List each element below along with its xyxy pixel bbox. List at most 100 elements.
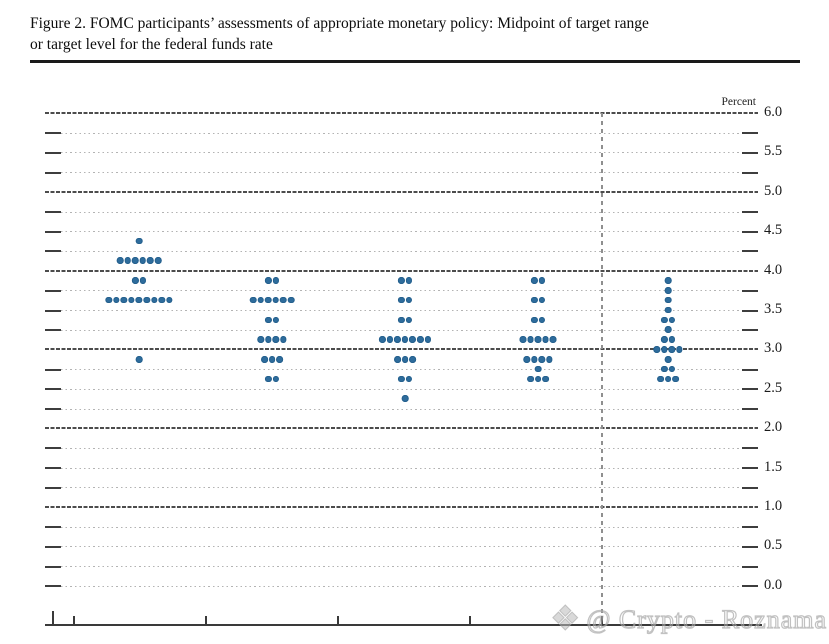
participant-dot [401,336,409,343]
dot-row [397,375,413,383]
dot-row [249,296,295,304]
dot-row [519,336,557,343]
y-tick-right [742,447,758,450]
y-tick-right [742,329,758,332]
participant-dot [264,296,272,304]
participant-dot [668,346,676,353]
participant-dot [264,316,272,324]
y-tick-left [45,565,61,568]
dot-row [657,375,679,383]
participant-dot [264,336,272,343]
gridline-minor [61,526,742,528]
y-axis-tick-label: 5.0 [764,182,783,199]
y-tick-left [45,309,61,312]
projection-divider-dashed-line [601,113,603,623]
participant-dot [131,277,139,284]
y-tick-left [45,585,61,588]
participant-dot [519,336,527,343]
participant-dot [538,355,546,363]
participant-dot [139,277,147,284]
gridline-minor [61,132,742,134]
gridline-minor [61,290,742,292]
participant-dot [653,346,660,353]
y-tick-right [742,565,758,568]
y-tick-right [742,545,758,548]
y-tick-left [45,526,61,529]
dot-row [530,316,546,324]
participant-dot [668,365,676,373]
participant-dot [397,316,405,324]
dot-row [664,355,672,363]
dot-row [397,296,413,304]
y-axis-tick-label: 5.5 [764,143,783,160]
y-axis-tick-label: 3.0 [764,340,783,357]
participant-dot [657,375,664,383]
dot-row [664,306,672,314]
participant-dot [276,355,283,363]
participant-dot [401,355,409,363]
figure-title: Figure 2. FOMC participants’ assessments… [30,13,802,55]
title-rule [30,60,800,63]
participant-dot [261,355,268,363]
participant-dot [523,355,530,363]
dot-row [397,277,413,284]
participant-dot [143,296,150,304]
y-tick-right [742,585,758,588]
gridline-minor [61,250,742,252]
y-tick-left [45,486,61,489]
participant-dot [660,336,668,343]
dot-row [105,296,173,304]
dot-row [264,316,280,324]
y-tick-left [45,230,61,233]
y-tick-right [742,151,758,154]
dot-row [660,316,676,324]
participant-dot [166,296,173,304]
y-tick-right [742,132,758,135]
x-axis-tick [52,611,54,624]
participant-dot [116,257,124,265]
participant-dot [394,336,401,343]
y-axis-tick-label: 3.5 [764,301,783,317]
dot-row [394,355,416,363]
gridline-minor [61,585,742,587]
participant-dot [538,316,546,324]
y-axis-tick-label: 1.5 [764,458,783,475]
dot-row [534,365,542,373]
participant-dot [542,336,549,343]
participant-dot [405,277,413,284]
participant-dot [527,375,534,383]
y-tick-right [742,171,758,174]
figure-title-line-1: Figure 2. FOMC participants’ assessments… [30,15,649,32]
participant-dot [147,257,154,265]
gridline-major [45,427,758,430]
participant-dot [672,375,679,383]
y-axis-tick-label: 0.5 [764,537,783,554]
participant-dot [664,296,672,304]
watermark: ❖ @ Crypto - Roznama [549,597,829,643]
dot-row [660,365,676,373]
y-tick-left [45,171,61,174]
participant-dot [664,375,672,383]
gridline-major [45,506,758,508]
y-tick-left [45,447,61,450]
y-axis-tick-label: 6.0 [764,104,783,120]
participant-dot [664,287,672,294]
participant-dot [272,277,280,284]
dot-row [378,336,432,343]
gridline-minor [61,310,742,311]
participant-dot [112,296,120,304]
gridline-minor [61,388,742,390]
participant-dot [264,277,272,284]
gridline-minor [61,566,742,568]
gridline-minor [61,487,742,489]
y-tick-right [742,486,758,489]
participant-dot [530,316,538,324]
participant-dot [534,336,542,343]
participant-dot [135,355,143,363]
participant-dot [158,296,166,304]
y-tick-left [45,388,61,391]
gridline-minor [61,546,742,548]
participant-dot [664,277,672,284]
participant-dot [409,336,416,343]
